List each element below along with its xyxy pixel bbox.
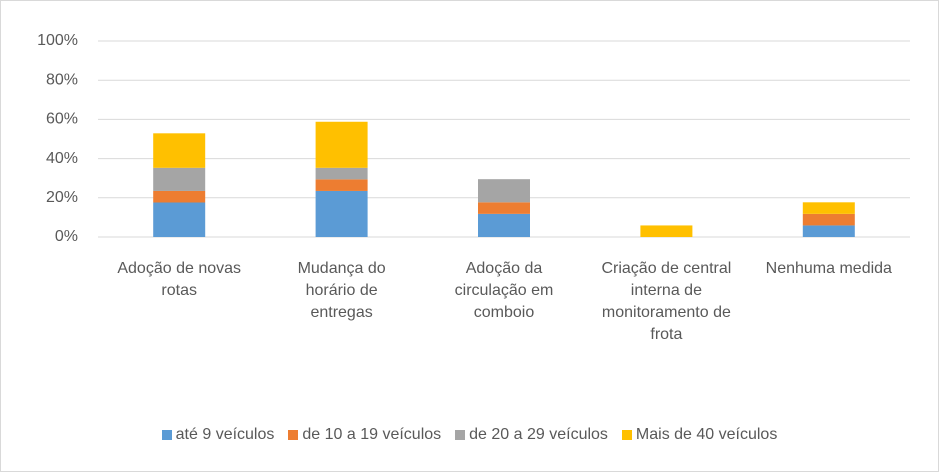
y-tick-label: 20% xyxy=(46,189,78,206)
bar-segment xyxy=(315,179,368,191)
y-tick-label: 80% xyxy=(46,71,78,88)
bar-segment xyxy=(153,202,206,237)
x-tick-label: Adoção da circulação em comboio xyxy=(454,260,554,321)
legend-item: de 20 a 29 veículos xyxy=(455,426,608,444)
bar-segment xyxy=(640,225,693,237)
y-tick-label: 60% xyxy=(46,111,78,128)
y-tick-label: 100% xyxy=(37,32,78,49)
legend-label: de 20 a 29 veículos xyxy=(469,426,608,443)
bar-segment xyxy=(153,133,206,168)
bar-segment xyxy=(478,179,530,203)
legend-item: de 10 a 19 veículos xyxy=(288,426,441,444)
legend-swatch xyxy=(455,430,466,440)
y-tick-label: 40% xyxy=(46,150,78,167)
legend: até 9 veículos de 10 a 19 veículos de 20 a… xyxy=(0,426,939,444)
legend-item: Mais de 40 veículos xyxy=(621,426,778,444)
bar-segment xyxy=(153,190,206,203)
x-tick-label: Nenhuma medida xyxy=(765,260,892,277)
x-tick-label: Mudança do horário de entregas xyxy=(297,260,386,321)
bar-segment xyxy=(802,202,855,214)
legend-swatch xyxy=(621,430,632,440)
bar-segment xyxy=(802,225,855,237)
x-tick-label: Criação de central interna de monitorame… xyxy=(601,260,732,343)
bar-segment xyxy=(315,190,368,237)
bar-segment xyxy=(315,167,368,180)
y-tick-label: 0% xyxy=(55,228,78,245)
legend-item: até 9 veículos xyxy=(161,426,275,444)
x-tick-label: Adoção de novas rotas xyxy=(117,260,242,299)
legend-label: Mais de 40 veículos xyxy=(635,426,778,443)
legend-label: de 10 a 19 veículos xyxy=(302,426,442,443)
bar-segment xyxy=(478,213,530,237)
legend-swatch xyxy=(161,430,172,440)
bar-segment xyxy=(315,121,368,168)
legend-swatch xyxy=(288,430,299,440)
bar-segment xyxy=(153,167,206,191)
legend-label: até 9 veículos xyxy=(175,426,275,443)
bar-segment xyxy=(802,213,855,226)
bar-segment xyxy=(478,202,530,214)
